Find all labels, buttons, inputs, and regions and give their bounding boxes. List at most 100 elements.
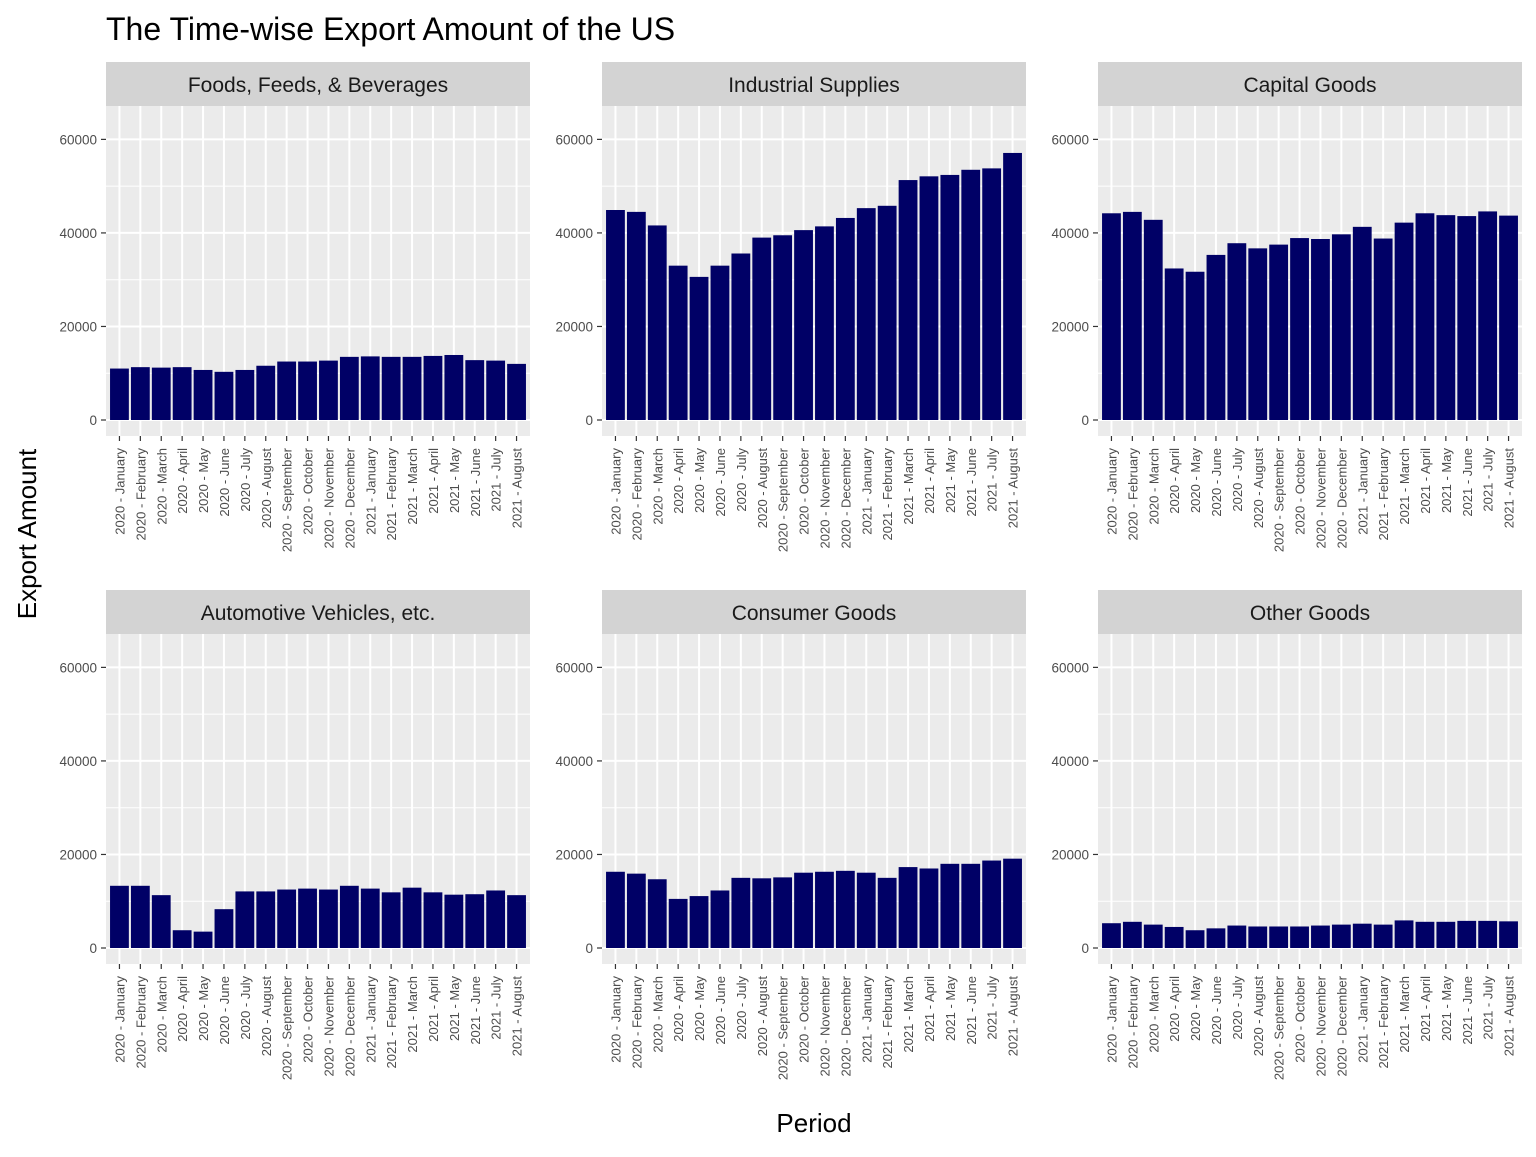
x-tick-label: 2021 - August xyxy=(510,448,525,529)
y-tick-label: 40000 xyxy=(1051,754,1089,769)
bar xyxy=(1269,926,1289,948)
x-tick-label: 2020 - June xyxy=(217,448,232,517)
x-tick-label: 2021 - May xyxy=(1439,448,1454,514)
x-tick-label: 2021 - June xyxy=(1460,448,1475,517)
bar xyxy=(339,885,359,948)
x-tick-label: 2020 - November xyxy=(817,975,832,1076)
x-tick-label: 2020 - July xyxy=(238,448,253,512)
bar xyxy=(298,888,317,948)
x-tick-label: 2021 - July xyxy=(489,976,504,1040)
bar xyxy=(877,205,897,420)
bar xyxy=(1269,244,1289,420)
x-tick-label: 2020 - December xyxy=(1334,447,1349,548)
facet-panel: Foods, Feeds, & Beverages 0 20000 40000 6000… xyxy=(59,62,530,552)
x-tick-label: 2021 - May xyxy=(1439,976,1454,1042)
x-tick-label: 2020 - May xyxy=(1188,976,1203,1042)
facet-strip xyxy=(602,590,1026,634)
x-tick-label: 2020 - September xyxy=(776,975,791,1080)
bar xyxy=(214,909,234,948)
x-tick-label: 2020 - July xyxy=(734,976,749,1040)
x-tick-label: 2021 - June xyxy=(964,448,979,517)
x-tick-label: 2020 - April xyxy=(175,976,190,1042)
chart-title: The Time-wise Export Amount of the US xyxy=(106,11,675,47)
x-tick-label: 2020 - September xyxy=(776,447,791,552)
bar xyxy=(815,871,834,948)
x-tick-label: 2020 - July xyxy=(1230,976,1245,1040)
facet-panel: Automotive Vehicles, etc. 0 20000 40000 6000… xyxy=(59,590,530,1080)
bar xyxy=(1311,925,1330,948)
y-tick-label: 20000 xyxy=(555,847,593,862)
x-axis-title: Period xyxy=(776,1108,851,1138)
x-tick-label: 2020 - March xyxy=(1146,976,1161,1053)
x-tick-label: 2021 - May xyxy=(943,976,958,1042)
bar xyxy=(235,891,255,948)
y-tick-label: 20000 xyxy=(555,319,593,334)
bar xyxy=(319,360,338,420)
x-tick-label: 2020 - March xyxy=(154,448,169,525)
x-tick-label: 2021 - February xyxy=(880,976,895,1069)
x-tick-label: 2020 - April xyxy=(1167,448,1182,514)
x-tick-label: 2021 - April xyxy=(922,976,937,1042)
bar xyxy=(626,211,646,420)
bar xyxy=(1352,923,1372,948)
bar xyxy=(110,885,129,948)
y-tick-label: 40000 xyxy=(555,754,593,769)
facet-strip xyxy=(106,62,530,106)
bar xyxy=(1290,238,1309,420)
bar xyxy=(689,896,709,948)
x-tick-label: 2020 - October xyxy=(301,975,316,1062)
x-tick-label: 2021 - April xyxy=(426,976,441,1042)
y-tick-label: 60000 xyxy=(555,132,593,147)
x-tick-label: 2020 - June xyxy=(1209,976,1224,1045)
bar xyxy=(606,871,625,948)
bar xyxy=(940,863,960,948)
facet-strip-label: Other Goods xyxy=(1250,602,1370,625)
bar xyxy=(151,895,171,948)
bar xyxy=(940,174,960,420)
x-tick-label: 2021 - March xyxy=(901,448,916,525)
x-tick-label: 2021 - August xyxy=(1502,976,1517,1057)
facet-strip xyxy=(1098,590,1522,634)
bar xyxy=(606,210,625,420)
bar xyxy=(1415,213,1435,420)
bar xyxy=(1457,216,1477,420)
x-tick-label: 2020 - August xyxy=(1251,976,1266,1057)
x-tick-label: 2021 - January xyxy=(1355,976,1370,1063)
bar xyxy=(1003,152,1022,420)
x-tick-label: 2021 - January xyxy=(859,976,874,1063)
y-tick-label: 20000 xyxy=(59,847,97,862)
x-tick-label: 2020 - February xyxy=(133,448,148,541)
x-tick-label: 2020 - November xyxy=(321,447,336,548)
x-tick-label: 2021 - July xyxy=(985,976,1000,1040)
y-tick-label: 60000 xyxy=(59,132,97,147)
x-tick-label: 2020 - March xyxy=(650,448,665,525)
y-tick-label: 0 xyxy=(585,413,593,428)
x-tick-label: 2020 - September xyxy=(280,447,295,552)
x-tick-label: 2020 - February xyxy=(629,976,644,1069)
bar xyxy=(794,230,813,420)
bar xyxy=(856,872,876,948)
x-tick-label: 2021 - February xyxy=(880,448,895,541)
x-tick-label: 2020 - April xyxy=(671,976,686,1042)
y-tick-label: 20000 xyxy=(1051,319,1089,334)
bar xyxy=(1331,234,1351,420)
x-tick-label: 2021 - June xyxy=(468,976,483,1045)
x-tick-label: 2020 - November xyxy=(321,975,336,1076)
bar xyxy=(919,868,939,948)
x-tick-label: 2020 - September xyxy=(1272,975,1287,1080)
facet-panel: Capital Goods 0 20000 40000 60000 2020 - Janu… xyxy=(1051,62,1522,552)
bar xyxy=(402,356,422,420)
bar xyxy=(1415,921,1435,948)
bar xyxy=(1478,920,1498,948)
facet-strip-label: Automotive Vehicles, etc. xyxy=(201,602,436,625)
bar xyxy=(1164,926,1184,948)
x-tick-label: 2021 - August xyxy=(510,976,525,1057)
x-tick-label: 2020 - June xyxy=(713,976,728,1045)
x-tick-label: 2020 - May xyxy=(196,976,211,1042)
x-tick-label: 2020 - December xyxy=(342,447,357,548)
bar xyxy=(214,371,234,420)
x-tick-label: 2020 - October xyxy=(1293,447,1308,534)
y-tick-label: 40000 xyxy=(59,754,97,769)
